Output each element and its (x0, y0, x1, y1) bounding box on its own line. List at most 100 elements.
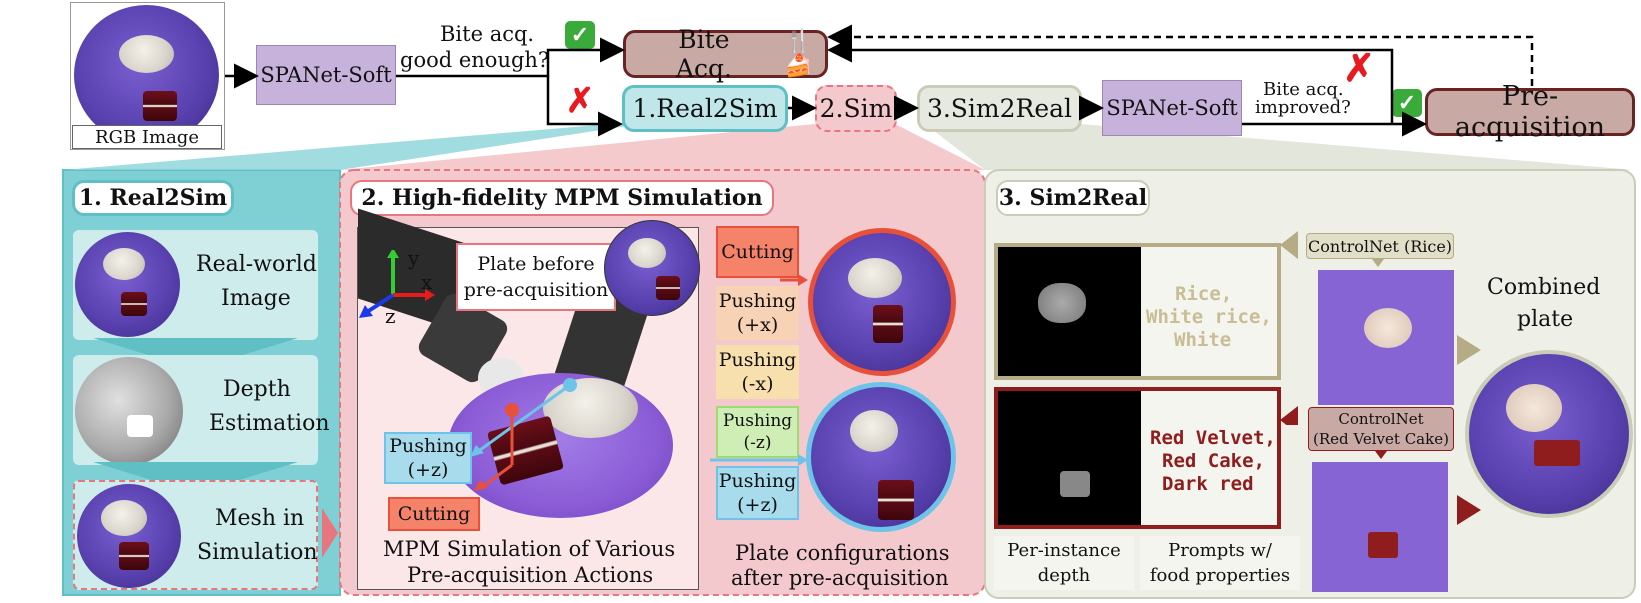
combined-plate-cake (1534, 440, 1580, 466)
action-cutting: Cutting (716, 226, 799, 278)
action-pushing-minus-z: Pushing (-z) (716, 406, 799, 458)
controlnet-rice-pointer (1372, 259, 1384, 267)
panel1-item3: Mesh in Simulation (73, 480, 318, 590)
result-cutting-cake (873, 305, 903, 343)
real-world-cake (121, 292, 147, 316)
arrow-back-to-biteacq (827, 37, 1394, 124)
axis-y-label: y (408, 246, 420, 270)
bite-acq-box: Bite Acq. 🍴🍰 (623, 25, 828, 83)
pushing-plus-z-sign: (+z) (407, 459, 449, 481)
plate-before-line2: pre-acquisition (463, 279, 609, 301)
combine-arrows (1457, 335, 1481, 525)
action-pushing-plus-z-label: Pushing (718, 470, 797, 492)
action-pushing-plus-x: Pushing (+x) (716, 286, 799, 340)
axis-x-label: x (421, 270, 433, 294)
rice-depth-image (998, 247, 1141, 376)
mesh-cake (119, 542, 149, 570)
real-world-line2: Image (221, 286, 291, 311)
configs-caption-line2: after pre-acquisition (731, 566, 949, 590)
rice-prompt-line1: Rice, (1175, 283, 1233, 305)
panel1-item2: Depth Estimation (73, 355, 330, 465)
rice-instance-row: Rice, White rice, White (994, 243, 1281, 380)
depth-caption-line2: depth (1037, 565, 1091, 586)
combined-line1: Combined (1487, 275, 1601, 300)
question1-line2: good enough? (400, 48, 550, 72)
cake-prompt-line2: Red Cake, (1162, 450, 1265, 472)
cross-icon-2: ✗ (1343, 44, 1375, 90)
controlnet-cake-output-image (1312, 462, 1448, 592)
sim-rice (543, 378, 638, 438)
cake-instance-row: Red Velvet, Red Cake, Dark red (994, 387, 1281, 529)
rgb-rice (119, 35, 174, 73)
panel3-title: 3. Sim2Real (996, 180, 1150, 216)
rice-prompt-line2: White rice, (1146, 306, 1272, 328)
action-pushing-plus-x-label: Pushing (718, 290, 797, 312)
prompts-caption-line2: food properties (1149, 565, 1291, 586)
configs-caption-line1: Plate configurations (735, 541, 950, 565)
mpm-caption-line1: MPM Simulation of Various (383, 537, 676, 561)
panel1-item1: Real-world Image (73, 230, 318, 340)
cake-prompt-line1: Red Velvet, (1150, 427, 1276, 449)
mesh-rice (101, 500, 147, 536)
result-pushing-cake (878, 480, 914, 520)
prompts-caption: Prompts w/ food properties (1140, 536, 1300, 590)
action-pushing-minus-x-sign: (-x) (741, 373, 774, 395)
action-pushing-minus-z-sign: (-z) (743, 433, 772, 453)
depth-estimation-image (75, 357, 183, 465)
mesh-line2: Simulation (197, 540, 318, 565)
result-plate-cutting (808, 228, 956, 376)
rice-depth-blob (1038, 283, 1086, 323)
action-pushing-plus-z: Pushing (+z) (716, 466, 799, 520)
arrow-to-real2sim (546, 76, 623, 137)
cross-icon-1: ✗ (565, 81, 595, 121)
real-world-rice (103, 248, 145, 280)
dashed-arrow-preacq-to-biteacq (827, 24, 1534, 86)
controlnet-rice-tag: ControlNet (Rice) (1306, 233, 1454, 259)
controlnet-cake-line2: (Red Velvet Cake) (1313, 430, 1449, 448)
combined-plate-rice (1506, 384, 1562, 432)
rgb-image-frame: RGB Image (70, 2, 225, 150)
depth-caption: Per-instance depth (994, 536, 1134, 590)
depth-cake-blob (127, 415, 153, 437)
spanet-soft-box-1: SPANet-Soft (256, 45, 396, 105)
prompts-caption-line1: Prompts w/ (1168, 540, 1272, 561)
combined-line2: plate (1517, 307, 1574, 332)
axis-z-label: z (385, 304, 396, 328)
real2sim-box: 1.Real2Sim (622, 85, 788, 132)
fork-cake-icon: 🍴🍰 (784, 29, 813, 79)
axes-gizmo (359, 250, 435, 318)
cake-depth-blob (1060, 471, 1090, 497)
rgb-cake (143, 91, 177, 121)
depth-line2: Estimation (209, 411, 330, 436)
question1-line1: Bite acq. (440, 22, 535, 46)
cake-prompt-line3: Dark red (1162, 473, 1254, 495)
question2-line2: improved? (1255, 97, 1351, 118)
result-pushing-rice (850, 410, 898, 452)
panel1-title: 1. Real2Sim (72, 180, 234, 216)
action-pushing-plus-z-sign: (+z) (737, 494, 778, 516)
spanet-soft-box-2: SPANet-Soft (1102, 80, 1242, 136)
combined-plate-image (1465, 350, 1633, 518)
controlnet-rice-output-image (1318, 270, 1454, 405)
panel1-funnel (63, 124, 640, 170)
panel2-funnel (340, 124, 985, 170)
real-world-line1: Real-world (196, 252, 317, 277)
panel2-title: 2. High-fidelity MPM Simulation (350, 180, 774, 216)
panel1-to-panel2-arrow (322, 508, 338, 558)
plate-before-label: Plate before pre-acquisition (456, 243, 616, 311)
sim-box: 2.Sim (815, 85, 897, 132)
controlnet-cake-blob (1368, 532, 1398, 558)
depth-caption-line1: Per-instance (1007, 540, 1121, 561)
sim-action-arrows (470, 378, 577, 491)
panel1-funnel-2 (93, 462, 298, 482)
sim2real-box: 3.Sim2Real (917, 85, 1082, 132)
panel1-funnel-1 (93, 338, 298, 358)
action-result-arrows (710, 274, 808, 466)
pushing-plus-z-tag: Pushing (+z) (384, 432, 472, 484)
result-cutting-rice (848, 258, 902, 298)
top-arrows (225, 24, 1534, 137)
controlnet-cake-pointer (1375, 451, 1387, 459)
mesh-line1: Mesh in (215, 506, 305, 531)
controlnet-connectors (1280, 231, 1298, 425)
